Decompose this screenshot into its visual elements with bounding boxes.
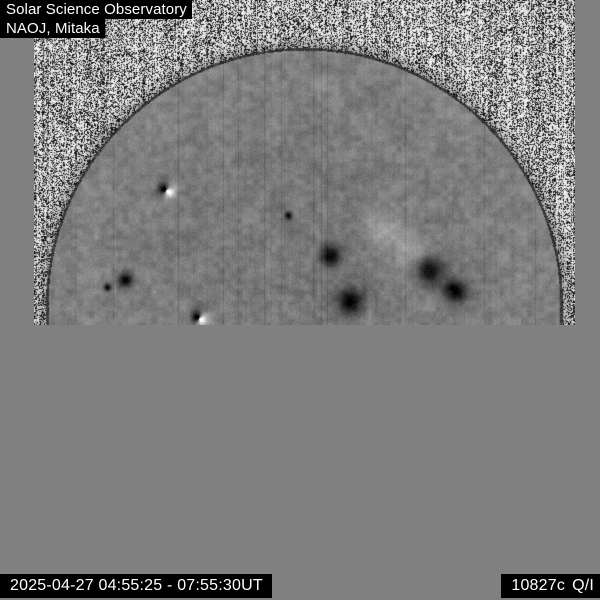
observatory-name: Solar Science Observatory bbox=[0, 0, 192, 19]
stokes-parameter-label: Q/I bbox=[572, 577, 594, 594]
region-and-stokes-label: 10827c Q/I bbox=[501, 574, 600, 598]
observation-timestamp: 2025-04-27 04:55:25 - 07:55:30UT bbox=[0, 574, 272, 598]
observatory-caption: Solar Science Observatory NAOJ, Mitaka bbox=[0, 0, 192, 38]
solar-image-panel bbox=[34, 0, 575, 325]
solar-disk-image bbox=[34, 0, 575, 325]
observatory-location: NAOJ, Mitaka bbox=[0, 19, 105, 38]
active-region-id: 10827c bbox=[511, 577, 566, 594]
